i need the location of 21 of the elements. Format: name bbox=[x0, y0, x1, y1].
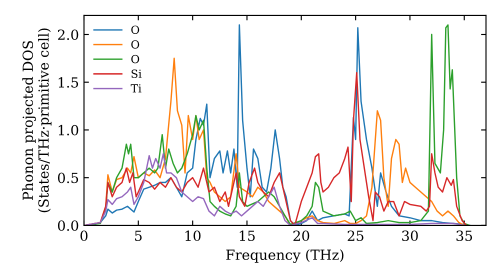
x-tick-label: 5 bbox=[135, 230, 142, 242]
x-tick-label: 30 bbox=[402, 230, 418, 242]
y-tick-label: 2.0 bbox=[58, 29, 78, 40]
legend-label: O bbox=[131, 54, 140, 64]
legend-label: O bbox=[131, 26, 140, 34]
y-tick-label: 0.0 bbox=[58, 220, 78, 231]
x-tick-label: 35 bbox=[456, 230, 472, 242]
x-tick-label: 25 bbox=[348, 230, 364, 242]
x-axis-title: Frequency (THz) bbox=[226, 249, 344, 263]
x-tick-label: 15 bbox=[240, 230, 255, 242]
y-tick-label: 0.5 bbox=[58, 172, 78, 184]
x-tick-label: 10 bbox=[186, 230, 201, 242]
legend-label: Ti bbox=[130, 84, 142, 92]
legend-label: O bbox=[131, 40, 140, 49]
y-axis-title: Phonon projected DOS (States/THz·primitive cell) bbox=[22, 28, 52, 212]
y-tick-label: 1.0 bbox=[58, 124, 78, 136]
legend-label: Si bbox=[132, 70, 142, 78]
line-series bbox=[84, 153, 465, 226]
x-tick-label: 0 bbox=[80, 230, 88, 242]
x-tick-label: 20 bbox=[293, 230, 310, 242]
y-tick-label: 1.5 bbox=[58, 77, 78, 88]
